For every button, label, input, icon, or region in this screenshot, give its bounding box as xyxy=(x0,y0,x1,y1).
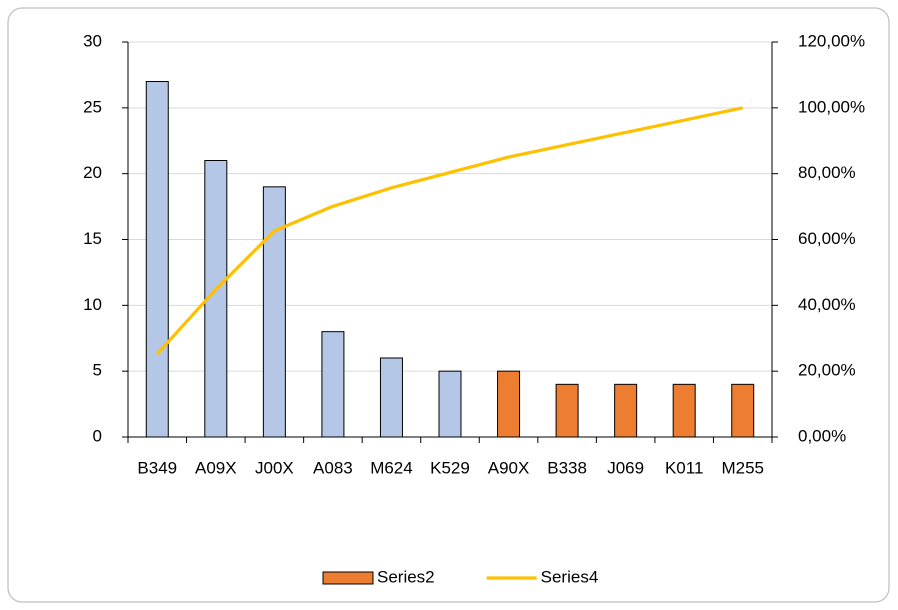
y2-tick-label: 0,00% xyxy=(798,426,846,445)
x-tick-label: J069 xyxy=(607,458,644,477)
x-tick-label: A09X xyxy=(195,458,237,477)
y2-tick-label: 120,00% xyxy=(798,31,865,50)
y-tick-label: 25 xyxy=(83,97,102,116)
x-tick-label: A083 xyxy=(313,458,353,477)
bar xyxy=(145,81,169,438)
x-tick-label: B349 xyxy=(137,458,177,477)
y-tick-label: 5 xyxy=(93,361,102,380)
y2-tick-label: 60,00% xyxy=(798,229,856,248)
x-tick-label: A90X xyxy=(488,458,530,477)
line xyxy=(156,106,744,356)
y2-tick-label: 80,00% xyxy=(798,163,856,182)
y-tick-label: 30 xyxy=(83,31,102,50)
y2-tick-label: 40,00% xyxy=(798,295,856,314)
legend-swatch xyxy=(322,571,374,585)
x-tick-label: J00X xyxy=(255,458,294,477)
x-tick-label: K011 xyxy=(665,458,703,477)
y-tick-label: 15 xyxy=(83,229,102,248)
bar xyxy=(614,383,638,438)
bar xyxy=(555,383,579,438)
bar xyxy=(379,357,403,438)
y-tick-label: 10 xyxy=(83,295,102,314)
x-tick-label: B338 xyxy=(547,458,587,477)
y-tick-label: 20 xyxy=(83,163,102,182)
bar xyxy=(497,370,521,438)
bar xyxy=(262,186,286,438)
legend-label: Series2 xyxy=(377,567,435,586)
bar xyxy=(204,160,228,438)
x-tick-label: K529 xyxy=(430,458,470,477)
bar xyxy=(438,370,462,438)
x-tick-label: M624 xyxy=(370,458,413,477)
y-tick-label: 0 xyxy=(93,426,102,445)
bar xyxy=(321,331,345,438)
y2-tick-label: 20,00% xyxy=(798,361,856,380)
bar xyxy=(672,383,696,438)
x-tick-label: M255 xyxy=(721,458,764,477)
legend-label: Series4 xyxy=(541,567,599,586)
y2-tick-label: 100,00% xyxy=(798,97,865,116)
bar xyxy=(731,383,755,438)
